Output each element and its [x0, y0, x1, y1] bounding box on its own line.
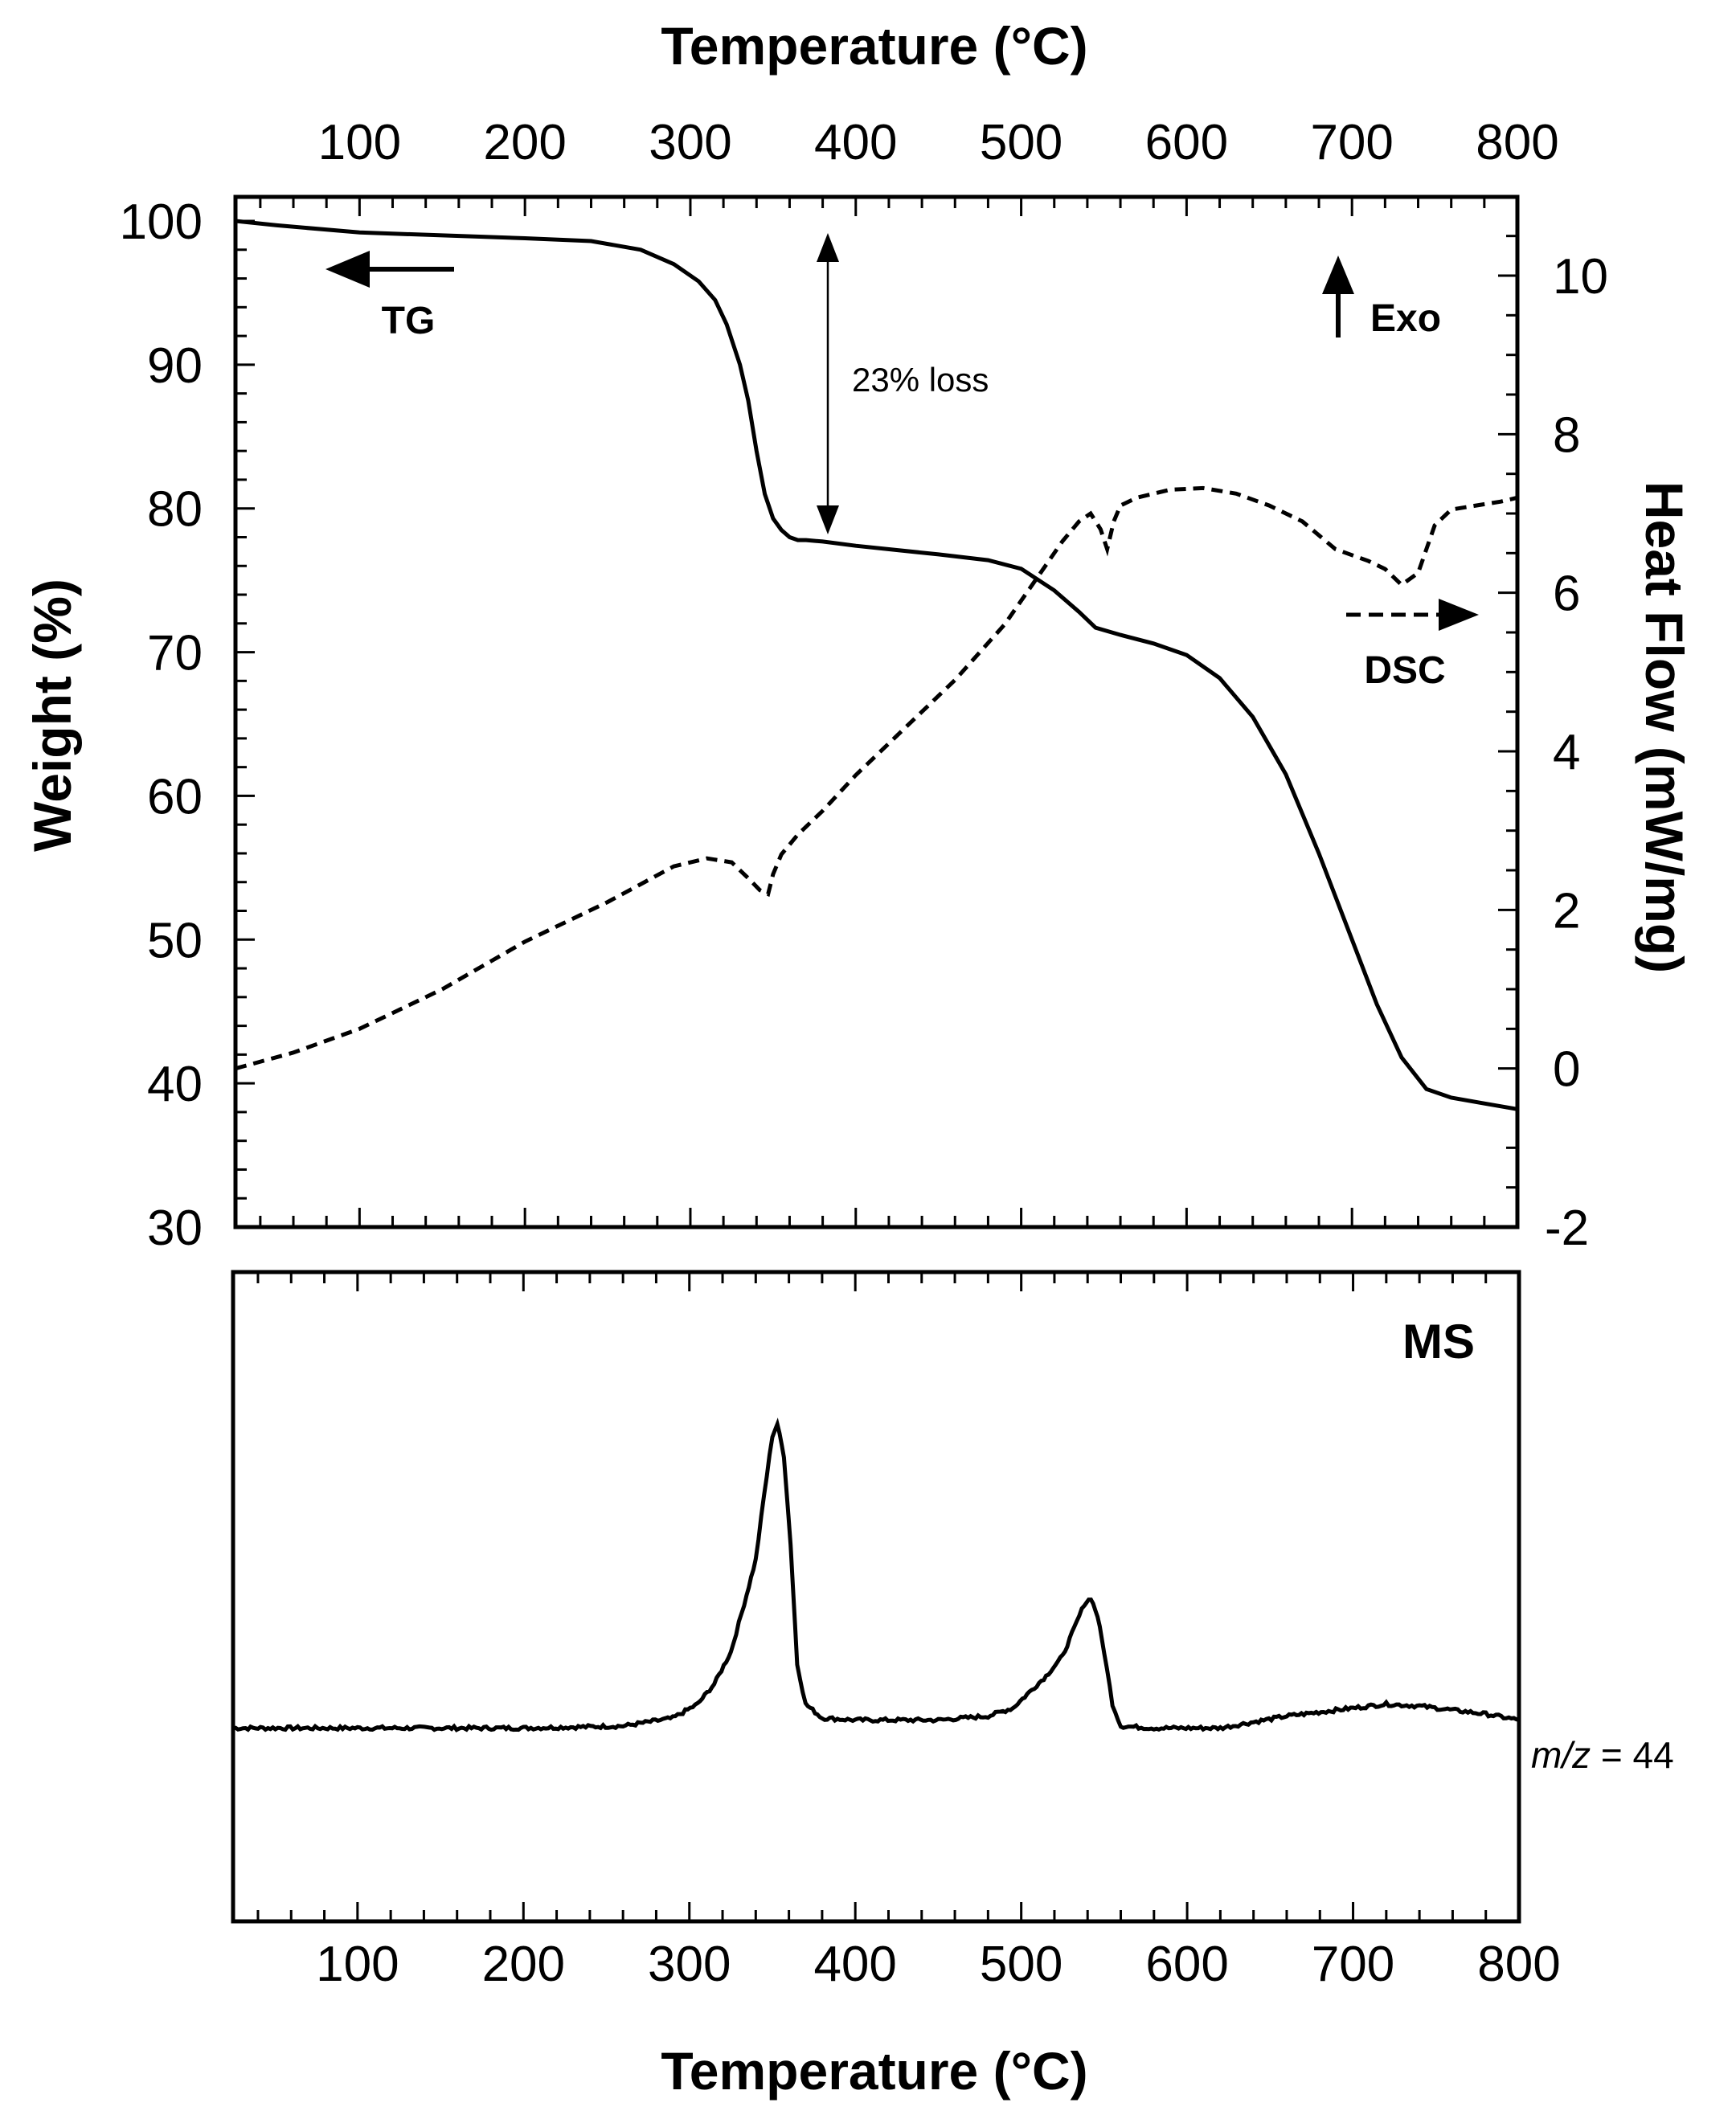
right-y-tick-label: 6	[1553, 567, 1580, 622]
tg-label: TG	[382, 300, 436, 342]
bottom-x-tick-label: 400	[813, 1937, 896, 1992]
exo-arrow-up-icon	[1322, 256, 1354, 294]
dsc-series-line	[235, 485, 1518, 1071]
right-y-axis-title: Heat Flow (mW/mg)	[1635, 481, 1694, 973]
left-y-tick-label: 70	[147, 626, 203, 681]
left-y-tick-label: 60	[147, 769, 203, 824]
loss-arrowhead-top-icon	[817, 233, 839, 262]
ms-title: MS	[1402, 1315, 1475, 1368]
top-x-tick-label: 200	[483, 115, 566, 170]
bottom-x-tick-label: 100	[316, 1937, 399, 1992]
top-x-tick-label: 300	[649, 115, 731, 170]
left-y-tick-label: 100	[120, 194, 203, 250]
tg-series-line	[235, 219, 1518, 1111]
dsc-arrow-right-icon	[1439, 599, 1479, 631]
ms-series-line	[232, 1418, 1520, 1732]
top-x-tick-label: 100	[318, 115, 401, 170]
left-y-tick-label: 30	[147, 1201, 203, 1256]
left-y-axis-title: Weight (%)	[23, 579, 82, 852]
ms-panel: 100 200 300 400 500 600 700 800 MS m/z = 44 Tem…	[231, 1270, 1674, 2101]
bottom-x-tick-label: 600	[1145, 1937, 1228, 1992]
right-y-tick-label: -2	[1545, 1201, 1589, 1256]
top-panel-frame	[233, 194, 1520, 1229]
mz-label-rest: = 44	[1591, 1734, 1674, 1776]
top-x-tick-label: 400	[814, 115, 897, 170]
mz-label: m/z = 44	[1531, 1734, 1674, 1776]
bottom-panel-tick-labels: 100 200 300 400 500 600 700 800	[316, 1937, 1561, 1992]
top-x-tick-label: 700	[1310, 115, 1393, 170]
tg-arrow-left-icon	[326, 251, 370, 288]
top-x-tick-label: 800	[1476, 115, 1558, 170]
right-y-tick-label: 8	[1553, 407, 1580, 463]
bottom-x-axis-title: Temperature (°C)	[661, 2041, 1087, 2101]
exo-label: Exo	[1370, 297, 1441, 340]
top-panel-ticks	[235, 197, 1519, 1229]
loss-annotation: 23% loss	[852, 361, 989, 399]
left-y-tick-label: 80	[147, 482, 203, 538]
top-x-tick-label: 600	[1145, 115, 1228, 170]
right-y-tick-label: 2	[1553, 883, 1580, 939]
right-y-tick-label: 4	[1553, 725, 1580, 780]
bottom-panel-ticks	[256, 1272, 1521, 1921]
left-y-tick-label: 40	[147, 1057, 203, 1112]
bottom-x-tick-label: 500	[980, 1937, 1062, 1992]
top-x-axis-title: Temperature (°C)	[661, 16, 1087, 76]
left-y-tick-label: 50	[147, 913, 203, 968]
bottom-x-tick-label: 200	[482, 1937, 565, 1992]
top-x-tick-label: 500	[980, 115, 1062, 170]
bottom-x-tick-label: 300	[648, 1937, 731, 1992]
tg-dsc-panel: Temperature (°C) Weight (%) Heat Flow (m…	[23, 16, 1694, 1256]
right-y-tick-label: 10	[1553, 249, 1608, 305]
mz-label-lead: m/z	[1531, 1734, 1591, 1776]
right-y-tick-label: 0	[1553, 1042, 1580, 1098]
left-y-tick-label: 90	[147, 338, 203, 394]
loss-arrowhead-bottom-icon	[817, 505, 839, 534]
top-panel-tick-labels: 100 200 300 400 500 600 700 8003040506070809010…	[120, 115, 1608, 1256]
bottom-panel-frame	[231, 1270, 1521, 1924]
bottom-x-tick-label: 700	[1312, 1937, 1394, 1992]
bottom-x-tick-label: 800	[1477, 1937, 1560, 1992]
dsc-label: DSC	[1364, 649, 1445, 692]
